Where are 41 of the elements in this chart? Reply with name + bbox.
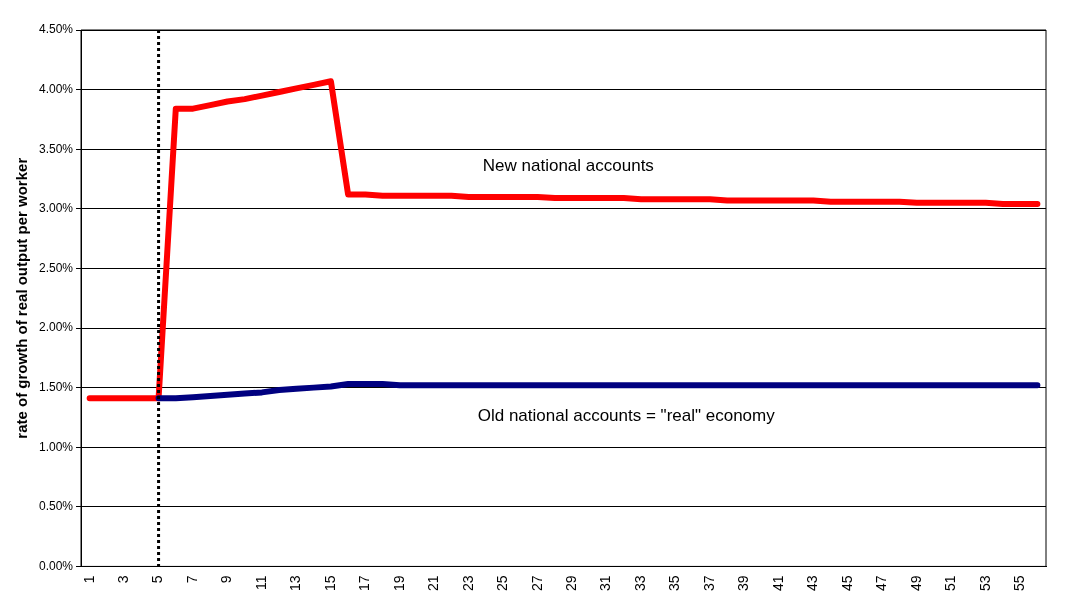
x-tick-label: 47: [873, 575, 890, 592]
x-tick-label: 55: [1011, 575, 1028, 592]
x-tick-label: 11: [252, 575, 269, 590]
x-tick-label: 33: [631, 575, 648, 592]
x-tick-label: 51: [942, 575, 959, 592]
x-tick-label: 21: [425, 575, 442, 592]
annotation: Old national accounts = "real" economy: [477, 405, 776, 425]
x-tick-label: 41: [769, 575, 786, 592]
x-tick-label: 45: [838, 575, 855, 592]
x-tick-label: 25: [494, 575, 511, 592]
x-tick-label: 29: [562, 575, 579, 592]
x-tick-label: 37: [700, 575, 717, 592]
x-tick-label: 27: [528, 575, 545, 592]
y-tick-label: 3.50%: [38, 141, 74, 156]
x-tick-label: 13: [287, 575, 304, 592]
x-tick-label: 17: [356, 575, 373, 592]
y-tick-label: 0.50%: [38, 499, 74, 514]
x-tick-label: 9: [218, 575, 235, 584]
x-tick-label: 19: [390, 575, 407, 592]
x-tick-label: 39: [735, 575, 752, 592]
x-tick-label: 31: [597, 575, 614, 592]
x-tick-label: 53: [976, 575, 993, 592]
y-tick-label: 2.50%: [38, 260, 74, 275]
y-tick-label: 1.00%: [38, 439, 74, 454]
y-tick-label: 3.00%: [38, 201, 74, 216]
y-tick-label: 4.50%: [38, 22, 74, 37]
y-tick-label: 1.50%: [38, 379, 74, 394]
x-tick-label: 49: [907, 575, 924, 592]
x-tick-label: 5: [149, 575, 166, 584]
x-tick-label: 3: [114, 575, 131, 584]
y-tick-label: 4.00%: [38, 81, 74, 96]
x-tick-label: 7: [183, 575, 200, 584]
y-axis-title: rate of growth of real output per worker: [13, 157, 31, 439]
annotation: New national accounts: [482, 156, 654, 176]
x-tick-label: 35: [666, 575, 683, 592]
y-tick-label: 2.00%: [38, 320, 74, 335]
x-tick-label: 1: [80, 575, 97, 584]
x-tick-label: 23: [459, 575, 476, 592]
x-tick-label: 43: [804, 575, 821, 592]
y-tick-label: 0.00%: [38, 558, 74, 573]
x-tick-label: 15: [321, 575, 338, 592]
